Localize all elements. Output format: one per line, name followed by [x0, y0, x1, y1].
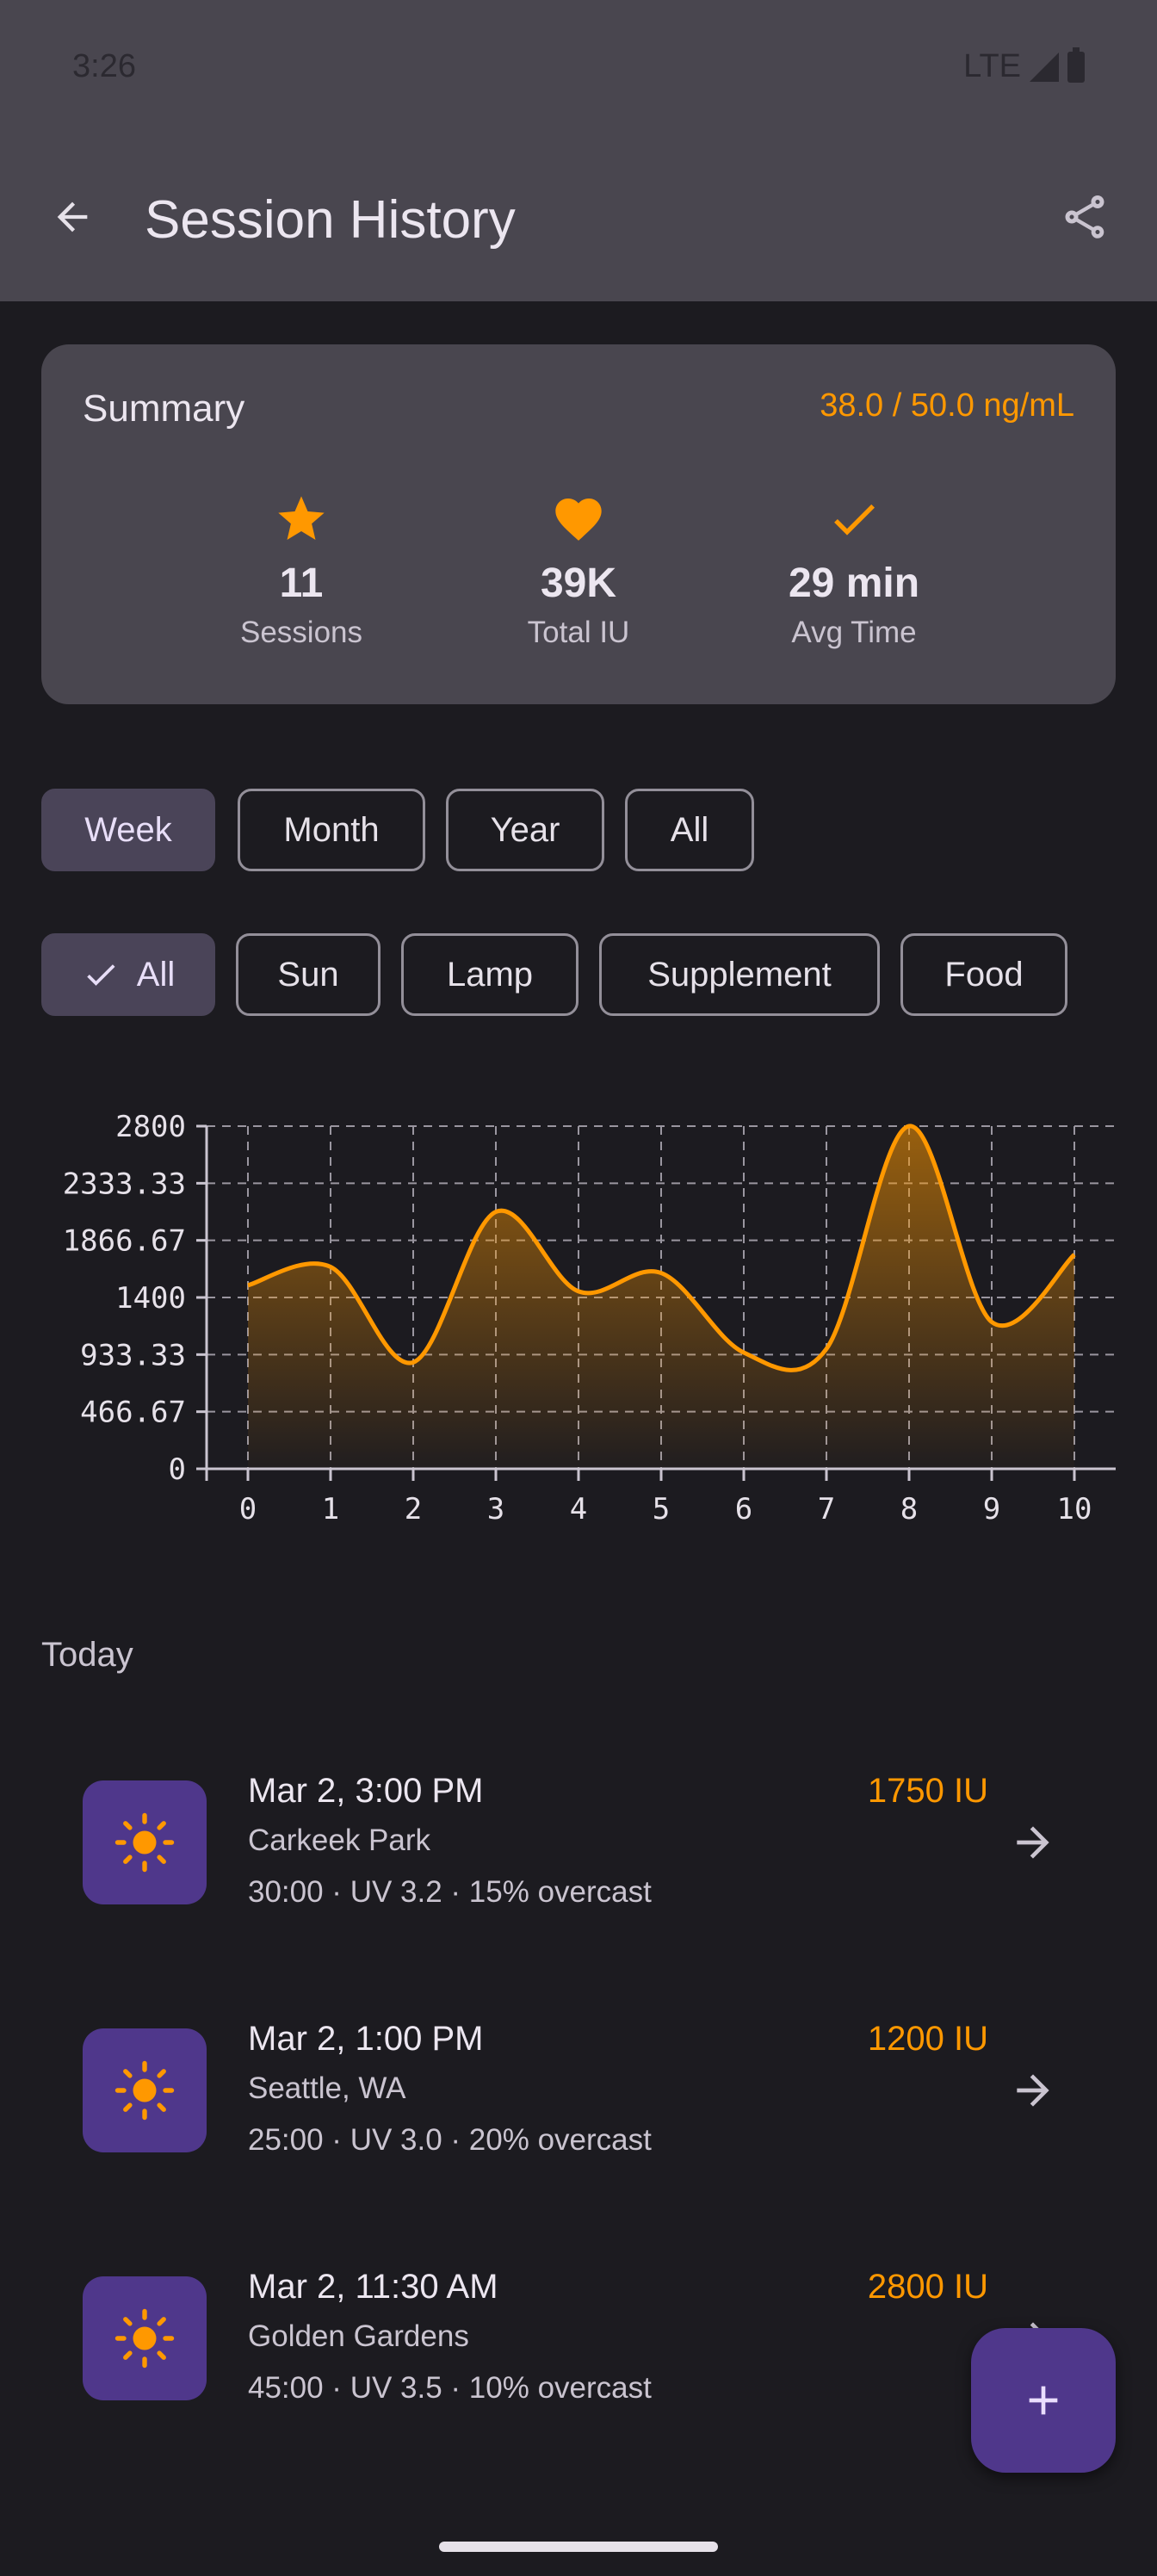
- arrow-forward-icon: [1017, 1826, 1049, 1859]
- x-tick-label: 4: [570, 1492, 587, 1526]
- session-item[interactable]: Mar 2, 3:00 PM Carkeek Park 30:00 · UV 3…: [83, 1755, 1098, 1927]
- y-tick-label: 2800: [115, 1110, 186, 1144]
- session-item[interactable]: Mar 2, 1:00 PM Seattle, WA 25:00 · UV 3.…: [83, 2003, 1098, 2175]
- sun-icon: [114, 2060, 175, 2121]
- source-chip-lamp[interactable]: Lamp: [401, 933, 578, 1016]
- y-tick-label: 1400: [115, 1281, 186, 1316]
- battery-icon: [1067, 46, 1085, 83]
- signal-icon: [1030, 52, 1059, 82]
- status-time: 3:26: [72, 48, 136, 84]
- source-chip-sun[interactable]: Sun: [236, 933, 381, 1016]
- check-icon: [87, 964, 115, 986]
- back-button[interactable]: [41, 186, 103, 248]
- source-chip-food[interactable]: Food: [900, 933, 1067, 1016]
- source-chip-supplement[interactable]: Supplement: [599, 933, 880, 1016]
- chip-label: All: [136, 955, 176, 994]
- session-when: Mar 2, 1:00 PM: [248, 2020, 484, 2058]
- x-tick-label: 2: [405, 1492, 422, 1526]
- x-tick-label: 9: [983, 1492, 1000, 1526]
- range-chip-all[interactable]: All: [625, 789, 754, 871]
- summary-title: Summary: [83, 387, 245, 430]
- y-tick-label: 466.67: [80, 1396, 186, 1430]
- x-tick-label: 0: [239, 1492, 257, 1526]
- session-when: Mar 2, 3:00 PM: [248, 1772, 484, 1810]
- heart-icon: [555, 498, 602, 541]
- range-chip-month[interactable]: Month: [238, 789, 425, 871]
- status-icons: LTE: [963, 46, 1085, 85]
- share-icon: [1065, 195, 1104, 238]
- stat-value: 11: [279, 560, 324, 606]
- y-tick-label: 933.33: [80, 1338, 186, 1372]
- chart-line: [247, 1124, 1076, 1372]
- vitamin-d-chart: 0 466.67 933.33 1400 1866.67 2333.33 2800 0 1 2 3 4…: [63, 1110, 1116, 1526]
- session-place: Carkeek Park: [248, 1824, 431, 1857]
- sun-icon: [114, 2308, 175, 2369]
- stat-label: Avg Time: [791, 616, 917, 649]
- range-chip-year[interactable]: Year: [446, 789, 604, 871]
- session-thumb: [83, 2276, 207, 2400]
- session-iu: 1750 IU: [867, 1772, 988, 1810]
- check-icon: [834, 504, 875, 536]
- vitamin-d-level: 38.0 / 50.0 ng/mL: [820, 387, 1074, 424]
- add-session-fab[interactable]: [971, 2328, 1116, 2473]
- stat-sessions: 11 Sessions: [181, 489, 422, 650]
- y-tick-label: 2333.33: [63, 1167, 186, 1201]
- session-iu: 2800 IU: [867, 2268, 988, 2306]
- home-indicator: [439, 2542, 718, 2552]
- session-when: Mar 2, 11:30 AM: [248, 2268, 498, 2306]
- x-tick-label: 6: [735, 1492, 752, 1526]
- x-tick-label: 8: [900, 1492, 918, 1526]
- session-details: 30:00 · UV 3.2 · 15% overcast: [248, 1875, 652, 1909]
- stat-total-iu: 39K Total IU: [458, 489, 699, 650]
- page-title: Session History: [145, 190, 516, 250]
- x-tick-label: 10: [1057, 1492, 1092, 1526]
- stat-label: Total IU: [527, 616, 630, 649]
- session-thumb: [83, 2028, 207, 2152]
- open-session-button[interactable]: [1005, 2063, 1061, 2118]
- range-chip-week[interactable]: Week: [41, 789, 215, 871]
- stat-value: 39K: [540, 560, 617, 606]
- session-thumb: [83, 1780, 207, 1904]
- status-bar: 3:26 LTE: [0, 0, 1157, 138]
- stat-value: 29 min: [788, 560, 920, 606]
- summary-card: Summary 38.0 / 50.0 ng/mL 11 Sessions 39…: [41, 344, 1116, 704]
- share-button[interactable]: [1054, 186, 1116, 248]
- app-bar: Session History: [0, 138, 1157, 301]
- x-tick-label: 1: [322, 1492, 339, 1526]
- stat-avg-time: 29 min Avg Time: [733, 489, 974, 650]
- y-tick-label: 1866.67: [63, 1224, 186, 1259]
- y-tick-label: 0: [169, 1452, 186, 1487]
- chart-area: [248, 1125, 1074, 1469]
- network-label: LTE: [963, 48, 1021, 84]
- star-icon: [278, 496, 325, 540]
- session-iu: 1200 IU: [867, 2020, 988, 2058]
- x-tick-label: 5: [653, 1492, 670, 1526]
- session-item[interactable]: Mar 2, 11:30 AM Golden Gardens 45:00 · U…: [83, 2251, 1098, 2423]
- stat-label: Sessions: [239, 616, 363, 649]
- open-session-button[interactable]: [1005, 1815, 1061, 1870]
- session-place: Seattle, WA: [248, 2071, 406, 2105]
- session-details: 45:00 · UV 3.5 · 10% overcast: [248, 2371, 652, 2405]
- session-details: 25:00 · UV 3.0 · 20% overcast: [248, 2123, 652, 2157]
- arrow-back-icon: [57, 201, 88, 232]
- section-today: Today: [41, 1636, 133, 1674]
- add-icon: [1029, 2386, 1058, 2415]
- source-chip-all[interactable]: All: [41, 933, 215, 1016]
- sun-icon: [114, 1812, 175, 1873]
- x-tick-label: 7: [818, 1492, 835, 1526]
- x-tick-label: 3: [487, 1492, 504, 1526]
- arrow-forward-icon: [1017, 2074, 1049, 2107]
- session-place: Golden Gardens: [248, 2319, 469, 2353]
